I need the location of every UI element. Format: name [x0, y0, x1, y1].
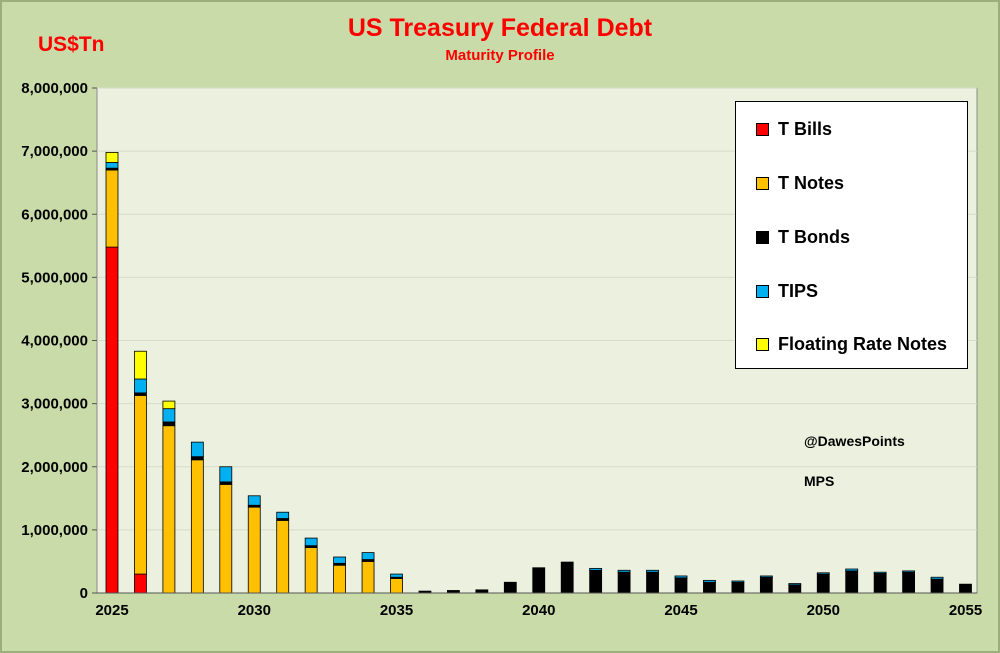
bar-t-bonds-2041 — [560, 561, 574, 594]
y-tick-label: 7,000,000 — [21, 143, 88, 160]
bar-tips-2048 — [759, 575, 773, 578]
bar-t-notes-2033 — [333, 564, 347, 594]
legend-swatch-t-bills — [756, 122, 769, 136]
y-tick-label: 6,000,000 — [21, 206, 88, 223]
bar-t-bonds-2042 — [589, 569, 603, 594]
bar-t-bills-2026 — [134, 573, 147, 594]
bar-tips-2035 — [390, 573, 403, 578]
y-tick-label: 2,000,000 — [21, 459, 88, 476]
y-tick-label: 0 — [80, 585, 88, 602]
bar-t-bonds-2055 — [959, 583, 972, 594]
bar-tips-2034 — [361, 552, 375, 560]
bar-t-bonds-2050 — [816, 573, 830, 594]
legend-item-tips: TIPS — [756, 279, 818, 303]
bar-t-bonds-2039 — [503, 581, 517, 594]
y-tick-label: 3,000,000 — [21, 396, 88, 413]
x-tick-label: 2055 — [949, 602, 982, 619]
bar-t-bonds-2049 — [788, 584, 802, 594]
legend-label-floating-rate-notes: Floating Rate Notes — [778, 333, 948, 354]
y-tick-label: 4,000,000 — [21, 333, 88, 350]
axes-group: 0 1,000,000 2,000,000 3,000,000 4,000,000 5,0… — [21, 80, 982, 619]
legend-swatch-t-bonds — [756, 230, 769, 244]
bar-t-notes-2034 — [361, 561, 375, 594]
bar-tips-2026 — [134, 378, 147, 394]
x-tick-label: 2050 — [807, 602, 840, 619]
bar-t-notes-2026 — [134, 395, 147, 575]
unit-label: US$Tn — [38, 33, 105, 56]
bar-tips-2042 — [589, 567, 603, 571]
bar-t-bonds-2043 — [617, 571, 631, 594]
legend-item-t-notes: T Notes — [756, 171, 844, 195]
bar-tips-2046 — [703, 579, 716, 583]
legend-label-tips: TIPS — [778, 280, 819, 301]
source-note: MPS — [804, 473, 835, 489]
bar-tips-2054 — [930, 576, 944, 580]
bar-tips-2030 — [247, 495, 261, 506]
bar-tips-2033 — [333, 556, 347, 564]
bar-t-notes-2027 — [162, 425, 176, 594]
bar-t-notes-2031 — [276, 520, 290, 594]
chart-title: US Treasury Federal Debt — [347, 14, 653, 42]
bar-tips-2028 — [190, 441, 204, 458]
bar-tips-2044 — [646, 569, 659, 573]
bar-tips-2049 — [788, 583, 802, 586]
legend-label-t-notes: T Notes — [778, 172, 845, 193]
legend-item-t-bills: T Bills — [756, 117, 832, 141]
bar-t-bonds-2052 — [873, 573, 887, 594]
bar-tips-2051 — [845, 568, 859, 572]
bar-floating-rate-notes-2025 — [105, 151, 119, 163]
bar-t-notes-2035 — [390, 578, 403, 594]
bar-t-bonds-2054 — [930, 578, 944, 594]
bar-t-notes-2029 — [219, 484, 233, 594]
legend-label-t-bonds: T Bonds — [778, 226, 850, 247]
bar-t-bonds-2053 — [902, 571, 915, 594]
x-tick-label: 2045 — [664, 602, 697, 619]
bar-t-bonds-2047 — [731, 581, 745, 594]
bar-tips-2053 — [902, 570, 915, 573]
bar-t-notes-2025 — [105, 169, 119, 248]
y-tick-label: 8,000,000 — [21, 80, 88, 97]
x-tick-label: 2025 — [95, 602, 128, 619]
bar-tips-2027 — [162, 408, 176, 423]
bar-t-bonds-2028 — [190, 456, 204, 461]
legend: T Bills T Notes T Bonds TIPS Floating Ra… — [735, 101, 968, 369]
bar-t-notes-2028 — [190, 459, 204, 594]
bar-tips-2031 — [276, 511, 290, 519]
bar-t-notes-2030 — [247, 506, 261, 594]
bar-tips-2052 — [873, 571, 887, 574]
bar-t-bonds-2046 — [703, 581, 716, 594]
bar-tips-2045 — [674, 575, 688, 579]
legend-swatch-t-notes — [756, 176, 769, 190]
bar-tips-2047 — [731, 580, 745, 583]
bar-t-notes-2032 — [304, 547, 318, 594]
bar-t-bills-2025 — [105, 246, 119, 594]
bar-t-bonds-2027 — [162, 421, 176, 427]
legend-item-floating-rate-notes: Floating Rate Notes — [756, 332, 947, 356]
x-tick-label: 2030 — [238, 602, 271, 619]
legend-item-t-bonds: T Bonds — [756, 225, 850, 249]
legend-label-t-bills: T Bills — [778, 118, 833, 139]
bar-tips-2029 — [219, 466, 233, 483]
bar-floating-rate-notes-2027 — [162, 400, 176, 410]
handle-note: @DawesPoints — [804, 433, 905, 449]
y-tick-label: 1,000,000 — [21, 522, 88, 539]
bar-t-bonds-2040 — [532, 567, 546, 594]
bar-t-bonds-2051 — [845, 570, 859, 594]
y-tick-label: 5,000,000 — [21, 269, 88, 286]
bar-tips-2032 — [304, 537, 318, 547]
bar-floating-rate-notes-2026 — [134, 350, 147, 380]
chart-subtitle: Maturity Profile — [445, 47, 555, 64]
bar-t-bonds-2045 — [674, 577, 688, 594]
bar-tips-2050 — [816, 572, 830, 575]
legend-swatch-tips — [756, 284, 769, 298]
bar-t-bonds-2048 — [759, 576, 773, 594]
bar-tips-2025 — [105, 162, 119, 169]
bar-tips-2043 — [617, 569, 631, 573]
x-tick-label: 2035 — [380, 602, 413, 619]
legend-swatch-floating-rate-notes — [756, 337, 769, 351]
bar-t-bonds-2044 — [646, 571, 659, 594]
x-tick-label: 2040 — [522, 602, 555, 619]
